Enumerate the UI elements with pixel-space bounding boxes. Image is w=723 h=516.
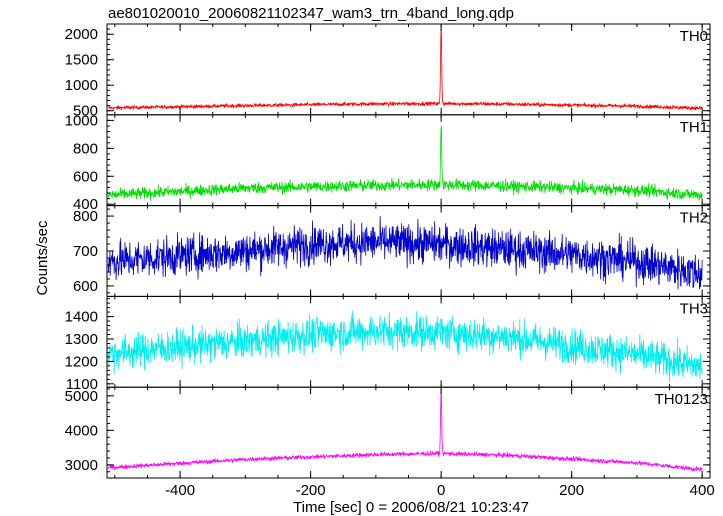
- y-tick-label: 1000: [65, 112, 98, 129]
- series-th0: [108, 25, 703, 112]
- y-axis-label: Counts/sec: [34, 220, 51, 296]
- chart-title: ae801020010_20060821102347_wam3_trn_4ban…: [108, 5, 514, 22]
- x-tick-label: -400: [165, 482, 195, 499]
- y-tick-label: 5000: [65, 388, 98, 405]
- x-tick-label: -200: [296, 482, 326, 499]
- series-th1: [107, 125, 703, 201]
- y-tick-label: 700: [73, 243, 98, 260]
- y-tick-label: 1200: [65, 353, 98, 370]
- y-tick-label: 4000: [65, 422, 98, 439]
- panel-label-th0123: TH0123: [655, 391, 708, 408]
- y-tick-label: 1000: [65, 77, 98, 94]
- panel-label-th3: TH3: [680, 300, 708, 317]
- panel-th0: 500 1000 1500 2000 TH0: [65, 23, 711, 120]
- x-tick-label: 200: [559, 482, 584, 499]
- x-axis-label: Time [sec] 0 = 2006/08/21 10:23:47: [293, 499, 529, 516]
- y-tick-label: 1400: [65, 309, 98, 326]
- y-tick-label: 600: [73, 278, 98, 295]
- y-tick-label: 1300: [65, 331, 98, 348]
- panel-label-th0: TH0: [680, 28, 708, 45]
- panel-label-th2: TH2: [680, 210, 708, 227]
- y-tick-label: 600: [73, 168, 98, 185]
- series-th2: [107, 215, 703, 290]
- x-tick-label: 400: [690, 482, 715, 499]
- panel-label-th1: TH1: [680, 119, 708, 136]
- series-th3: [107, 310, 703, 383]
- panel-th2: 600 700 800 TH2: [73, 205, 711, 297]
- panel-frame: [106, 23, 711, 116]
- y-tick-label: 400: [73, 196, 98, 213]
- y-tick-label: 800: [73, 208, 98, 225]
- panel-th1: 400 600 800 1000 TH1: [65, 112, 711, 213]
- y-tick-label: 500: [73, 103, 98, 120]
- panel-th0123: 3000 4000 5000 TH0123: [65, 386, 711, 479]
- y-tick-label: 800: [73, 140, 98, 157]
- y-tick-label: 2000: [65, 26, 98, 43]
- panel-th3: 1100 1200 1300 1400 TH3: [65, 295, 711, 393]
- y-tick-label: 1100: [66, 376, 98, 393]
- y-tick-label: 3000: [65, 457, 98, 474]
- series-th0123: [107, 387, 703, 472]
- x-tick-label: 0: [437, 482, 445, 499]
- y-tick-label: 1500: [65, 52, 98, 69]
- panel-frame: [106, 386, 711, 479]
